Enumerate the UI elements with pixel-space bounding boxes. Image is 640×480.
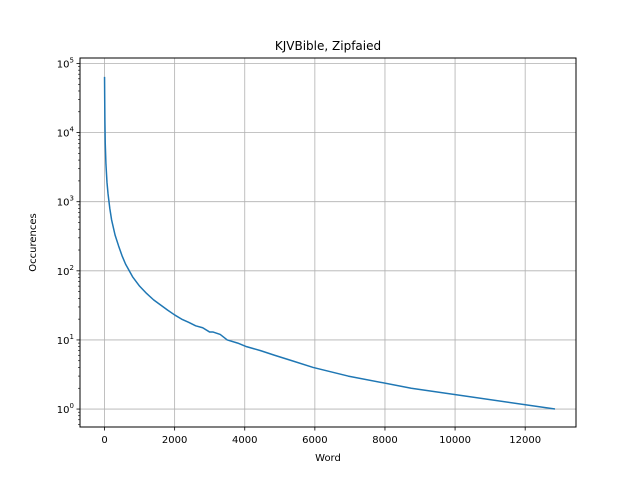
y-tick-label: 104	[57, 126, 75, 140]
y-tick-label: 103	[57, 195, 74, 209]
series-layer	[103, 76, 556, 410]
x-tick-label: 6000	[302, 435, 327, 446]
x-tick-label: 0	[101, 435, 107, 446]
y-tick-label: 100	[57, 402, 74, 416]
x-tick-label: 4000	[232, 435, 257, 446]
x-tick-label: 8000	[372, 435, 397, 446]
x-tick-label: 12000	[509, 435, 541, 446]
y-tick-label: 105	[57, 56, 74, 70]
y-tick-label: 102	[57, 264, 74, 278]
grid	[80, 58, 576, 427]
chart-title: KJVBible, Zipfaied	[275, 39, 381, 53]
x-tick-label: 2000	[162, 435, 187, 446]
series-line	[103, 76, 556, 410]
ticks: 0 2000 4000 6000 8000 10000 12000 100 101 102 103 1…	[57, 56, 541, 446]
y-tick-label: 101	[57, 333, 74, 347]
x-tick-label: 10000	[439, 435, 471, 446]
x-axis-title: Word	[315, 453, 341, 464]
y-axis-title: Occurences	[28, 213, 39, 271]
plot-frame	[79, 57, 577, 428]
